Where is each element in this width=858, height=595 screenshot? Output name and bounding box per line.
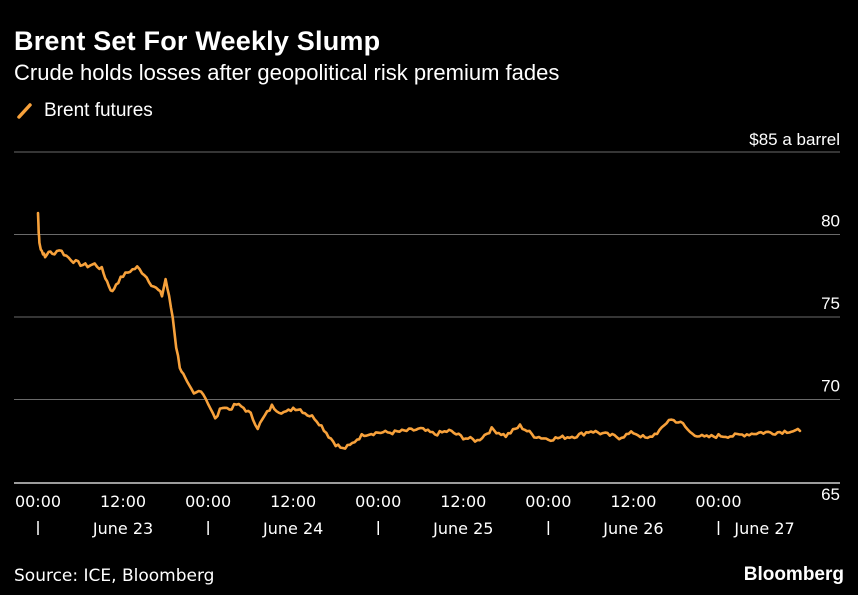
day-label-4: June 27	[733, 519, 794, 538]
day-label-0: June 23	[92, 519, 153, 538]
x-tick-label-0: 00:00	[15, 492, 61, 511]
legend-label: Brent futures	[44, 100, 153, 121]
y-axis-unit-label: $85 a barrel	[749, 130, 840, 149]
bloomberg-logo: Bloomberg	[743, 564, 844, 585]
y-tick-label-75: 75	[821, 294, 840, 313]
x-tick-label-7: 12:00	[610, 492, 656, 511]
day-label-1: June 24	[262, 519, 323, 538]
y-tick-label-70: 70	[821, 377, 840, 396]
x-tick-label-8: 00:00	[695, 492, 741, 511]
brent-futures-line	[36, 211, 802, 450]
x-tick-label-3: 12:00	[270, 492, 316, 511]
day-label-2: June 25	[432, 519, 493, 538]
day-label-3: June 26	[602, 519, 663, 538]
x-tick-label-5: 12:00	[440, 492, 486, 511]
chart-title: Brent Set For Weekly Slump	[14, 26, 381, 56]
x-tick-label-4: 00:00	[355, 492, 401, 511]
source-note: Source: ICE, Bloomberg	[14, 566, 215, 586]
legend: Brent futures	[16, 100, 153, 122]
y-tick-label-65: 65	[821, 485, 840, 504]
legend-line-icon	[17, 103, 32, 119]
x-tick-label-2: 00:00	[185, 492, 231, 511]
x-tick-label-6: 00:00	[525, 492, 571, 511]
x-tick-label-1: 12:00	[100, 492, 146, 511]
price-chart: 80 75 70 65 $85 a barrel 00:00 12:00 00:00 12:…	[14, 130, 840, 538]
chart-subtitle: Crude holds losses after geopolitical ri…	[14, 60, 560, 85]
y-tick-label-80: 80	[821, 212, 840, 231]
